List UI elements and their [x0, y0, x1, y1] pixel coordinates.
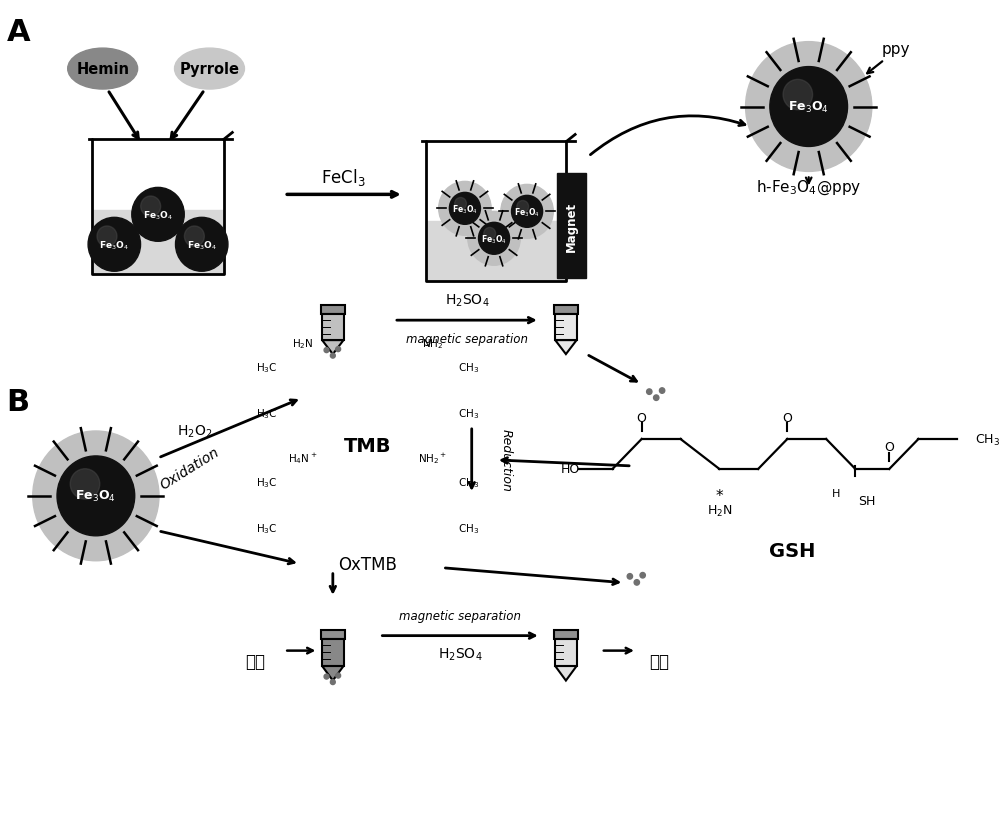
- Text: Oxidation: Oxidation: [158, 445, 222, 492]
- Circle shape: [468, 212, 520, 266]
- Text: H$_3$C: H$_3$C: [256, 361, 278, 375]
- Text: A: A: [6, 18, 30, 47]
- Text: Fe$_3$O$_4$: Fe$_3$O$_4$: [481, 232, 507, 245]
- Text: Fe$_3$O$_4$: Fe$_3$O$_4$: [514, 206, 540, 218]
- Text: Reduction: Reduction: [499, 429, 512, 492]
- Circle shape: [479, 223, 510, 255]
- Circle shape: [654, 395, 659, 401]
- Circle shape: [517, 201, 529, 213]
- Ellipse shape: [175, 49, 244, 90]
- Text: Fe$_3$O$_4$: Fe$_3$O$_4$: [788, 99, 829, 115]
- Text: H$_3$C: H$_3$C: [256, 476, 278, 489]
- Circle shape: [324, 349, 329, 353]
- Circle shape: [141, 196, 161, 217]
- Circle shape: [783, 80, 813, 110]
- Circle shape: [330, 354, 335, 359]
- Circle shape: [57, 456, 135, 536]
- Polygon shape: [555, 341, 577, 354]
- Bar: [557, 174, 586, 279]
- Text: H: H: [832, 488, 840, 498]
- Text: Hemin: Hemin: [76, 62, 129, 77]
- Text: HO: HO: [561, 463, 580, 476]
- Circle shape: [324, 675, 329, 680]
- Text: Fe$_3$O$_4$: Fe$_3$O$_4$: [143, 209, 173, 222]
- Text: CH$_3$: CH$_3$: [458, 361, 479, 375]
- Text: H$_2$SO$_4$: H$_2$SO$_4$: [445, 293, 489, 309]
- Circle shape: [97, 227, 117, 247]
- Text: Fe$_3$O$_4$: Fe$_3$O$_4$: [452, 203, 478, 216]
- Circle shape: [455, 198, 466, 211]
- Text: H$_4$N$^+$: H$_4$N$^+$: [288, 451, 317, 466]
- Bar: [92, 211, 224, 275]
- Text: H$_2$O$_2$: H$_2$O$_2$: [177, 423, 213, 440]
- Bar: [426, 222, 566, 282]
- Circle shape: [330, 680, 335, 685]
- Bar: [554, 306, 578, 314]
- Text: h-Fe$_3$O$_4$@ppy: h-Fe$_3$O$_4$@ppy: [756, 178, 861, 196]
- Circle shape: [439, 182, 491, 236]
- Bar: [322, 314, 344, 341]
- Circle shape: [132, 188, 184, 242]
- Text: H$_3$C: H$_3$C: [256, 522, 278, 535]
- Circle shape: [88, 218, 141, 272]
- Circle shape: [484, 228, 496, 240]
- Text: magnetic separation: magnetic separation: [399, 609, 521, 623]
- Text: CH$_3$: CH$_3$: [458, 522, 479, 535]
- Bar: [322, 639, 344, 666]
- Polygon shape: [322, 666, 344, 681]
- Text: Fe$_3$O$_4$: Fe$_3$O$_4$: [99, 239, 129, 252]
- Text: H$_2$N: H$_2$N: [292, 337, 314, 350]
- Circle shape: [770, 68, 848, 147]
- Text: SH: SH: [858, 495, 876, 507]
- Circle shape: [501, 185, 553, 239]
- Circle shape: [627, 573, 633, 579]
- Bar: [555, 314, 577, 341]
- Circle shape: [449, 193, 480, 225]
- Text: B: B: [7, 387, 30, 416]
- Text: CH$_3$: CH$_3$: [458, 476, 479, 489]
- Text: TMB: TMB: [344, 437, 392, 456]
- Circle shape: [640, 573, 645, 579]
- Bar: [321, 306, 345, 314]
- Circle shape: [336, 347, 341, 352]
- Polygon shape: [555, 666, 577, 681]
- Circle shape: [659, 389, 665, 394]
- Text: H$_2$N: H$_2$N: [707, 504, 732, 519]
- Text: NH$_2$$^+$: NH$_2$$^+$: [418, 451, 447, 466]
- Circle shape: [336, 673, 341, 678]
- Text: Magnet: Magnet: [565, 202, 578, 252]
- Text: magnetic separation: magnetic separation: [406, 332, 528, 345]
- Text: H$_3$C: H$_3$C: [256, 406, 278, 421]
- Text: CH$_3$: CH$_3$: [458, 406, 479, 421]
- Text: OxTMB: OxTMB: [338, 555, 397, 573]
- Ellipse shape: [68, 49, 138, 90]
- Text: FeCl$_3$: FeCl$_3$: [321, 166, 366, 187]
- Text: ppy: ppy: [882, 42, 910, 57]
- Text: 黄色: 黄色: [649, 652, 669, 670]
- Text: Fe$_3$O$_4$: Fe$_3$O$_4$: [75, 489, 116, 504]
- Text: H$_2$SO$_4$: H$_2$SO$_4$: [438, 645, 482, 662]
- Circle shape: [184, 227, 204, 247]
- Text: CH$_3$: CH$_3$: [975, 432, 1000, 447]
- Text: 蓝色: 蓝色: [245, 652, 265, 670]
- Circle shape: [647, 390, 652, 395]
- Bar: [554, 630, 578, 639]
- Text: NH$_2$: NH$_2$: [422, 337, 443, 350]
- Circle shape: [746, 43, 872, 172]
- Polygon shape: [322, 341, 344, 354]
- Text: Fe$_3$O$_4$: Fe$_3$O$_4$: [187, 239, 217, 252]
- Bar: [321, 630, 345, 639]
- Circle shape: [512, 196, 543, 228]
- Text: GSH: GSH: [769, 542, 815, 561]
- Text: O: O: [884, 441, 894, 454]
- Circle shape: [176, 218, 228, 272]
- Text: O: O: [637, 411, 647, 424]
- Circle shape: [70, 469, 100, 499]
- Bar: [555, 639, 577, 666]
- Circle shape: [33, 431, 159, 561]
- Text: *: *: [716, 489, 723, 504]
- Circle shape: [634, 580, 639, 585]
- Text: Pyrrole: Pyrrole: [179, 62, 239, 77]
- Text: O: O: [782, 411, 792, 424]
